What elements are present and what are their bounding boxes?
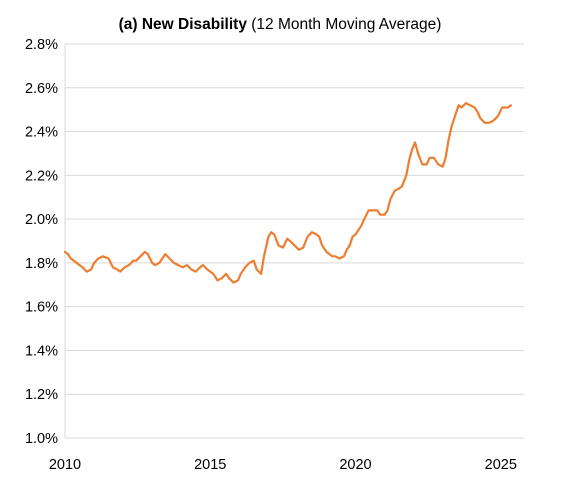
axes xyxy=(64,44,524,439)
chart-title: (a) New Disability (12 Month Moving Aver… xyxy=(119,16,442,33)
x-tick-label: 2010 xyxy=(49,457,81,473)
y-tick-label: 1.0% xyxy=(25,431,58,447)
y-tick-label: 1.4% xyxy=(25,343,58,359)
x-axis-tick-labels: 2010 2015 2020 2025 xyxy=(49,457,517,473)
chart-title-bold: (a) New Disability xyxy=(119,16,248,33)
x-tick-label: 2025 xyxy=(485,457,517,473)
y-tick-label: 2.6% xyxy=(25,81,58,97)
series-line xyxy=(63,101,512,284)
y-tick-label: 1.6% xyxy=(25,300,58,316)
series-layer xyxy=(63,101,512,284)
chart-title-rest: (12 Month Moving Average) xyxy=(247,16,441,33)
y-tick-label: 2.0% xyxy=(25,212,58,228)
y-tick-label: 1.2% xyxy=(25,387,58,403)
y-tick-label: 2.2% xyxy=(25,168,58,184)
y-axis-tick-labels: 1.0% 1.2% 1.4% 1.6% 1.8% 2.0% 2.2% 2.4% 2.6% 2.8% xyxy=(25,37,58,447)
x-tick-label: 2015 xyxy=(194,457,226,473)
y-tick-label: 2.4% xyxy=(25,125,58,141)
gridlines xyxy=(65,43,524,395)
x-tick-label: 2020 xyxy=(339,457,371,473)
y-tick-label: 1.8% xyxy=(25,256,58,272)
y-tick-label: 2.8% xyxy=(25,37,58,53)
